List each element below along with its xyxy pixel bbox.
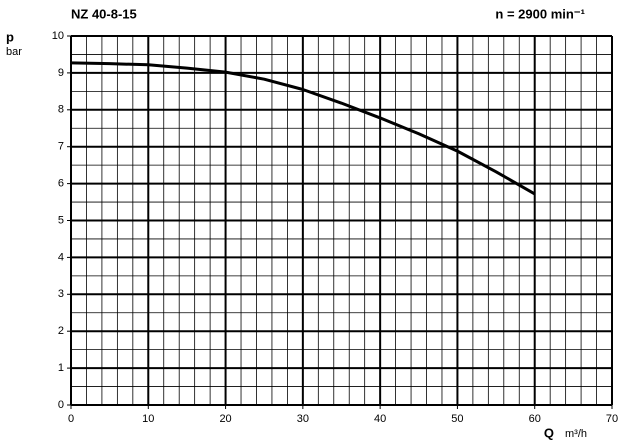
y-label: p (6, 29, 14, 44)
y-tick-label: 4 (58, 251, 64, 263)
y-tick-label: 5 (58, 214, 64, 226)
x-tick-label: 10 (142, 413, 154, 425)
y-tick-label: 1 (58, 362, 64, 374)
y-tick-label: 2 (58, 325, 64, 337)
x-tick-label: 30 (297, 413, 309, 425)
x-label: Q (544, 425, 554, 440)
y-tick-label: 9 (58, 67, 64, 79)
y-unit: bar (6, 46, 22, 58)
y-tick-label: 0 (58, 399, 64, 411)
y-tick-label: 7 (58, 141, 64, 153)
y-tick-label: 8 (58, 104, 64, 116)
x-tick-label: 70 (606, 413, 618, 425)
x-tick-label: 60 (529, 413, 541, 425)
x-tick-label: 40 (374, 413, 386, 425)
y-tick-label: 6 (58, 178, 64, 190)
y-tick-label: 3 (58, 288, 64, 300)
y-tick-label: 10 (52, 30, 64, 42)
chart-subtitle: n = 2900 min⁻¹ (495, 6, 585, 21)
curve (70, 61, 536, 196)
x-tick-label: 0 (68, 413, 74, 425)
x-tick-label: 50 (451, 413, 463, 425)
x-tick-label: 20 (219, 413, 231, 425)
x-unit: m³/h (565, 428, 587, 440)
chart-title: NZ 40-8-15 (71, 6, 137, 21)
